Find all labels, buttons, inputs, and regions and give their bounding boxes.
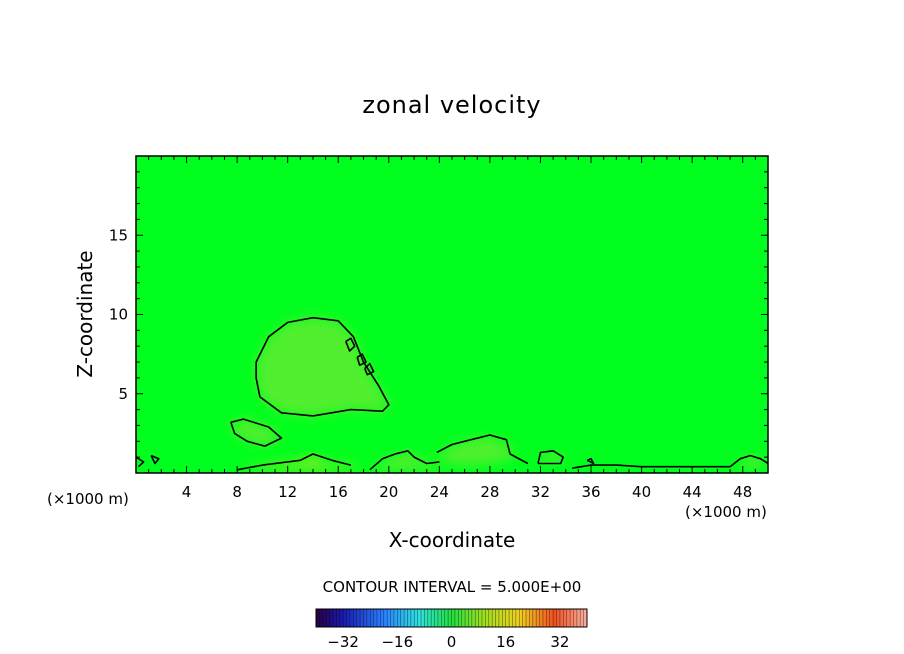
chart-title: zonal velocity: [362, 91, 541, 119]
contour-line-12: [586, 457, 595, 465]
x-tick-label: 8: [232, 483, 242, 501]
x-axis-label: X-coordinate: [389, 528, 516, 552]
contour-line-1: [230, 418, 283, 447]
contour-lines: [136, 316, 768, 471]
contour-line-4: [364, 362, 375, 376]
contour-line-3: [356, 353, 367, 367]
field-region-4: [538, 452, 564, 464]
x-tick-label: 20: [379, 483, 398, 501]
contour-line-10: [729, 454, 768, 468]
field-region-2: [439, 436, 516, 466]
x-tick-label: 44: [683, 483, 702, 501]
field-region-5: [736, 455, 763, 469]
y-tick-label: 10: [109, 306, 128, 324]
y-tick-label: 15: [109, 226, 128, 244]
x-unit-right: (×1000 m): [685, 503, 767, 521]
colorbar-tick-label: −16: [381, 633, 413, 651]
y-axis-label: Z-coordinate: [73, 250, 97, 377]
contour-line-2: [345, 337, 356, 352]
field-region-1: [230, 419, 282, 447]
x-unit-left: (×1000 m): [47, 490, 129, 508]
contour-line-9: [150, 454, 160, 465]
x-tick-label: 12: [278, 483, 297, 501]
contour-line-8: [136, 456, 145, 468]
colorbar-tick-label: 32: [550, 633, 569, 651]
field-region-0: [256, 317, 389, 416]
field-region-3: [369, 450, 440, 470]
colorbar-tick-label: −32: [327, 633, 359, 651]
x-tick-label: 24: [430, 483, 449, 501]
x-tick-label: 4: [182, 483, 192, 501]
field-region-6: [237, 454, 364, 470]
contour-line-13: [236, 453, 352, 471]
colorbar-tick-label: 16: [496, 633, 515, 651]
contour-line-7: [537, 449, 565, 465]
contour-line-6: [369, 449, 440, 471]
x-tick-label: 48: [733, 483, 752, 501]
x-axis-ticks: 4 8 12 16 20 24 28 32 36 40 44 48: [148, 156, 756, 501]
contour-line-0: [255, 316, 390, 417]
colorbar-tick-label: 0: [447, 633, 457, 651]
x-tick-label: 28: [480, 483, 499, 501]
x-tick-label: 40: [632, 483, 651, 501]
y-tick-label: 5: [118, 385, 128, 403]
x-tick-label: 32: [531, 483, 550, 501]
x-tick-label: 16: [329, 483, 348, 501]
x-tick-label: 36: [581, 483, 600, 501]
contour-line-5: [436, 434, 529, 465]
colorbar-stripes: [319, 609, 584, 627]
colorbar-ticks: −32 −16 0 16 32: [327, 633, 569, 651]
contour-interval-text: CONTOUR INTERVAL = 5.000E+00: [323, 578, 582, 596]
velocity-field: [230, 317, 763, 470]
plot-background: [136, 156, 768, 473]
y-axis-ticks: 5 10 15: [109, 171, 768, 458]
